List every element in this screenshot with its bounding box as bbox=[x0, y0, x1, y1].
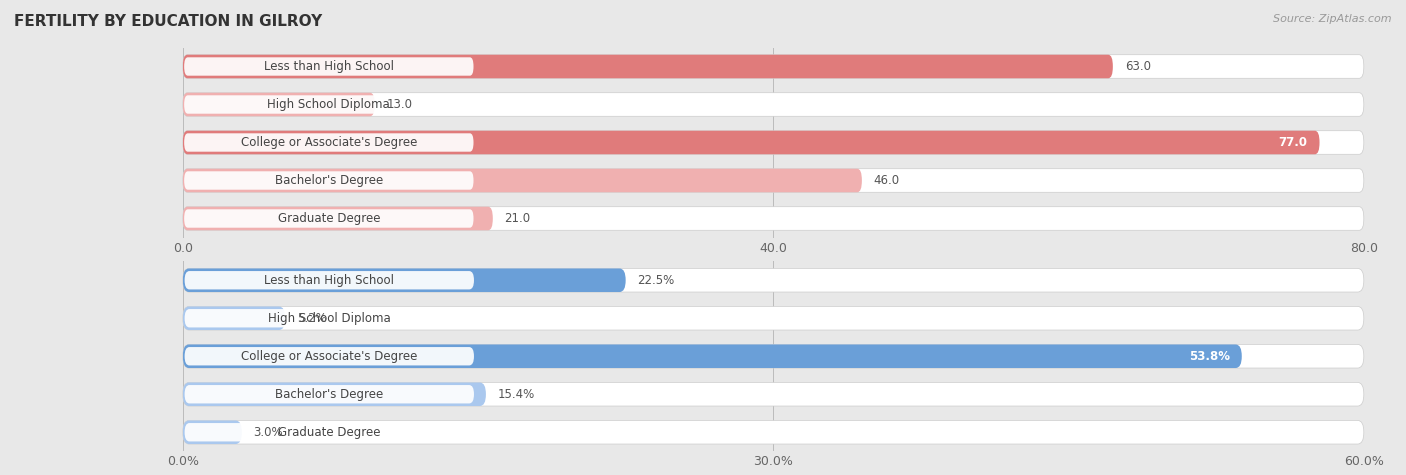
FancyBboxPatch shape bbox=[184, 423, 474, 441]
Text: Less than High School: Less than High School bbox=[264, 60, 394, 73]
Text: 22.5%: 22.5% bbox=[637, 274, 675, 287]
FancyBboxPatch shape bbox=[183, 306, 1364, 330]
FancyBboxPatch shape bbox=[183, 344, 1241, 368]
Text: Graduate Degree: Graduate Degree bbox=[277, 212, 380, 225]
Text: FERTILITY BY EDUCATION IN GILROY: FERTILITY BY EDUCATION IN GILROY bbox=[14, 14, 322, 29]
FancyBboxPatch shape bbox=[184, 271, 474, 289]
Text: 13.0: 13.0 bbox=[387, 98, 412, 111]
Text: 63.0: 63.0 bbox=[1125, 60, 1150, 73]
Text: 53.8%: 53.8% bbox=[1189, 350, 1230, 363]
Text: 3.0%: 3.0% bbox=[253, 426, 283, 439]
Text: 5.2%: 5.2% bbox=[297, 312, 326, 325]
FancyBboxPatch shape bbox=[184, 347, 474, 365]
FancyBboxPatch shape bbox=[183, 207, 1364, 230]
FancyBboxPatch shape bbox=[183, 207, 494, 230]
Text: 15.4%: 15.4% bbox=[498, 388, 534, 401]
FancyBboxPatch shape bbox=[183, 93, 374, 116]
FancyBboxPatch shape bbox=[184, 95, 474, 114]
FancyBboxPatch shape bbox=[184, 385, 474, 403]
Text: College or Associate's Degree: College or Associate's Degree bbox=[240, 350, 418, 363]
Text: 21.0: 21.0 bbox=[505, 212, 530, 225]
FancyBboxPatch shape bbox=[183, 268, 626, 292]
Text: Graduate Degree: Graduate Degree bbox=[278, 426, 381, 439]
FancyBboxPatch shape bbox=[183, 268, 1364, 292]
Text: 46.0: 46.0 bbox=[873, 174, 900, 187]
Text: Bachelor's Degree: Bachelor's Degree bbox=[276, 388, 384, 401]
FancyBboxPatch shape bbox=[184, 209, 474, 228]
FancyBboxPatch shape bbox=[183, 131, 1364, 154]
FancyBboxPatch shape bbox=[183, 344, 1364, 368]
FancyBboxPatch shape bbox=[184, 171, 474, 190]
FancyBboxPatch shape bbox=[183, 55, 1114, 78]
FancyBboxPatch shape bbox=[183, 382, 486, 406]
FancyBboxPatch shape bbox=[184, 57, 474, 76]
Text: High School Diploma: High School Diploma bbox=[267, 98, 391, 111]
Text: Bachelor's Degree: Bachelor's Degree bbox=[274, 174, 382, 187]
FancyBboxPatch shape bbox=[183, 420, 242, 444]
FancyBboxPatch shape bbox=[183, 382, 1364, 406]
FancyBboxPatch shape bbox=[183, 420, 1364, 444]
FancyBboxPatch shape bbox=[183, 131, 1319, 154]
FancyBboxPatch shape bbox=[183, 306, 285, 330]
Text: Source: ZipAtlas.com: Source: ZipAtlas.com bbox=[1274, 14, 1392, 24]
Text: College or Associate's Degree: College or Associate's Degree bbox=[240, 136, 418, 149]
FancyBboxPatch shape bbox=[183, 55, 1364, 78]
Text: High School Diploma: High School Diploma bbox=[269, 312, 391, 325]
Text: 77.0: 77.0 bbox=[1278, 136, 1308, 149]
FancyBboxPatch shape bbox=[183, 93, 1364, 116]
FancyBboxPatch shape bbox=[183, 169, 1364, 192]
FancyBboxPatch shape bbox=[184, 309, 474, 327]
FancyBboxPatch shape bbox=[184, 133, 474, 152]
FancyBboxPatch shape bbox=[183, 169, 862, 192]
Text: Less than High School: Less than High School bbox=[264, 274, 394, 287]
